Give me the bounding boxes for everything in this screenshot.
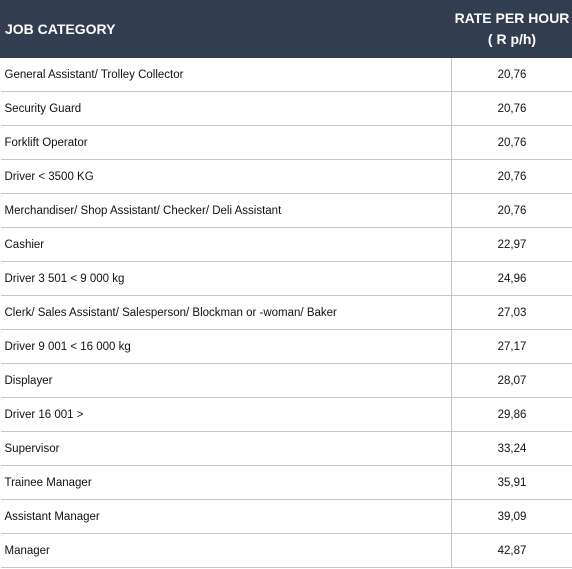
job-category: Driver 16 001 > bbox=[0, 397, 452, 432]
table-row: Assistant Manager 39,09 bbox=[0, 499, 572, 534]
job-category: Driver < 3500 KG bbox=[0, 159, 452, 194]
rate-value: 39,09 bbox=[451, 499, 572, 534]
job-category: Clerk/ Sales Assistant/ Salesperson/ Blo… bbox=[0, 295, 452, 330]
header-rate-line: RATE PER HOUR bbox=[454, 10, 570, 26]
header-row: JOB CATEGORY RATE PER HOUR ( R p/h) bbox=[0, 0, 572, 58]
job-category: General Assistant/ Trolley Collector bbox=[0, 57, 452, 92]
job-category: Security Guard bbox=[0, 91, 452, 126]
table-row: Driver < 3500 KG 20,76 bbox=[0, 159, 572, 194]
rate-value: 42,87 bbox=[451, 533, 572, 568]
job-category: Assistant Manager bbox=[0, 499, 452, 534]
rate-value: 20,76 bbox=[451, 125, 572, 160]
table-row: Displayer 28,07 bbox=[0, 363, 572, 398]
rate-value: 27,03 bbox=[451, 295, 572, 330]
rate-value: 29,86 bbox=[451, 397, 572, 432]
job-category: Driver 3 501 < 9 000 kg bbox=[0, 261, 452, 296]
rate-value: 20,76 bbox=[451, 159, 572, 194]
table-row: Driver 16 001 >29,86 bbox=[0, 397, 572, 432]
rate-value: 33,24 bbox=[451, 431, 572, 466]
table-row: General Assistant/ Trolley Collector 20,7… bbox=[0, 57, 572, 92]
header-rate-line: ( R p/h) bbox=[487, 31, 537, 47]
rate-value: 27,17 bbox=[451, 329, 572, 364]
header-category: JOB CATEGORY bbox=[0, 0, 452, 58]
table-row: Cashier 22,97 bbox=[0, 227, 572, 262]
job-category: Manager bbox=[0, 533, 452, 568]
rate-value: 22,97 bbox=[451, 227, 572, 262]
table-row: Driver 3 501 < 9 000 kg 24,96 bbox=[0, 261, 572, 296]
table-row: Manager 42,87 bbox=[0, 533, 572, 568]
rate-value: 20,76 bbox=[451, 91, 572, 126]
job-category: Driver 9 001 < 16 000 kg bbox=[0, 329, 452, 364]
table-row: Trainee Manager 35,91 bbox=[0, 465, 572, 500]
job-category: Forklift Operator bbox=[0, 125, 452, 160]
table-row: Clerk/ Sales Assistant/ Salesperson/ Blo… bbox=[0, 295, 572, 330]
table-row: Security Guard 20,76 bbox=[0, 91, 572, 126]
header-rate: RATE PER HOUR ( R p/h) bbox=[451, 0, 572, 58]
rate-value: 24,96 bbox=[451, 261, 572, 296]
rate-value: 20,76 bbox=[451, 193, 572, 228]
table-header: JOB CATEGORY RATE PER HOUR ( R p/h) bbox=[0, 0, 572, 58]
table-row: Merchandiser/ Shop Assistant/ Checker/ D… bbox=[0, 193, 572, 228]
table-row: Supervisor 33,24 bbox=[0, 431, 572, 466]
table-row: Forklift Operator 20,76 bbox=[0, 125, 572, 160]
table-row: Driver 9 001 < 16 000 kg 27,17 bbox=[0, 329, 572, 364]
job-category: Merchandiser/ Shop Assistant/ Checker/ D… bbox=[0, 193, 452, 228]
rate-value: 35,91 bbox=[451, 465, 572, 500]
job-category: Cashier bbox=[0, 227, 452, 262]
rate-value: 20,76 bbox=[451, 57, 572, 92]
job-category: Displayer bbox=[0, 363, 452, 398]
rate-value: 28,07 bbox=[451, 363, 572, 398]
job-category: Trainee Manager bbox=[0, 465, 452, 500]
job-category: Supervisor bbox=[0, 431, 452, 466]
table-body: General Assistant/ Trolley Collector 20,7… bbox=[0, 57, 572, 568]
